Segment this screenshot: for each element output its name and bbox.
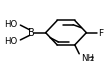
Text: B: B <box>28 28 35 38</box>
Text: NH: NH <box>81 54 94 63</box>
Text: HO: HO <box>4 20 18 29</box>
Text: F: F <box>98 29 103 37</box>
Text: 2: 2 <box>90 56 94 62</box>
Text: HO: HO <box>4 37 18 46</box>
